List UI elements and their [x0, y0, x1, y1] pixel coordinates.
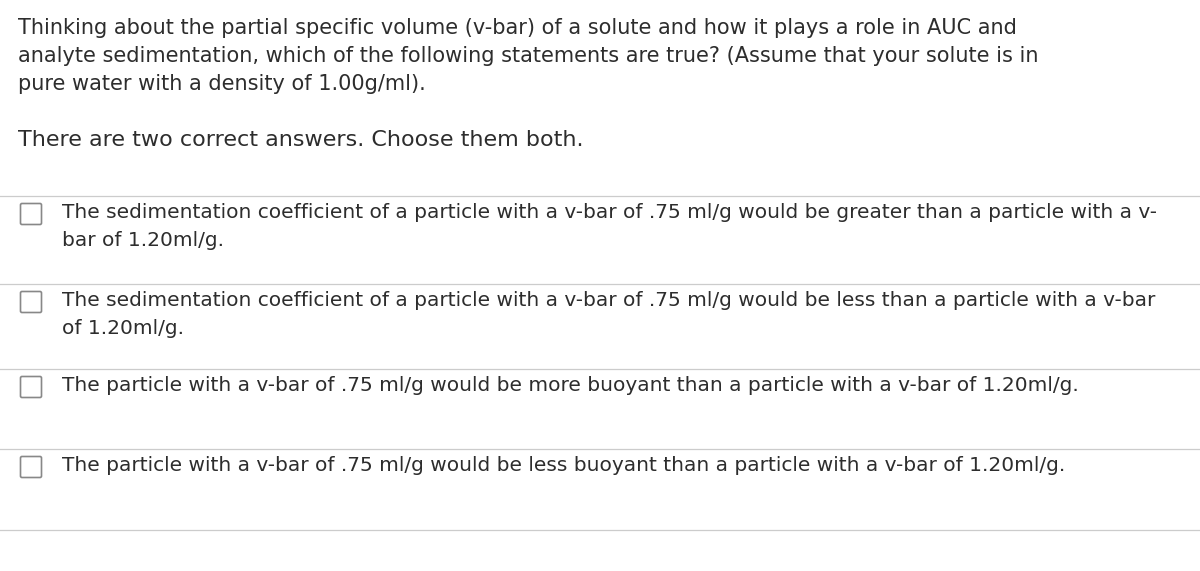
FancyBboxPatch shape	[20, 203, 42, 224]
FancyBboxPatch shape	[20, 292, 42, 312]
Text: Thinking about the partial specific volume (v-bar) of a solute and how it plays : Thinking about the partial specific volu…	[18, 18, 1016, 38]
Text: The sedimentation coefficient of a particle with a v-bar of .75 ml/g would be gr: The sedimentation coefficient of a parti…	[62, 203, 1157, 250]
Text: There are two correct answers. Choose them both.: There are two correct answers. Choose th…	[18, 130, 583, 150]
Text: analyte sedimentation, which of the following statements are true? (Assume that : analyte sedimentation, which of the foll…	[18, 46, 1038, 66]
Text: pure water with a density of 1.00g/ml).: pure water with a density of 1.00g/ml).	[18, 74, 426, 94]
FancyBboxPatch shape	[20, 376, 42, 397]
FancyBboxPatch shape	[20, 456, 42, 477]
Text: The particle with a v-bar of .75 ml/g would be more buoyant than a particle with: The particle with a v-bar of .75 ml/g wo…	[62, 376, 1079, 395]
Text: The sedimentation coefficient of a particle with a v-bar of .75 ml/g would be le: The sedimentation coefficient of a parti…	[62, 291, 1156, 338]
Text: The particle with a v-bar of .75 ml/g would be less buoyant than a particle with: The particle with a v-bar of .75 ml/g wo…	[62, 456, 1066, 475]
